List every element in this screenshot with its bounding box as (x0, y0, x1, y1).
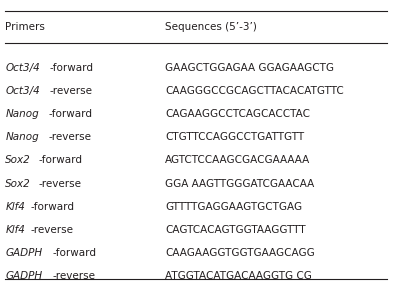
Text: CAAGGGCCGCAGCTTACACATGTTC: CAAGGGCCGCAGCTTACACATGTTC (165, 86, 344, 96)
Text: -forward: -forward (50, 62, 94, 73)
Text: Primers: Primers (5, 22, 45, 32)
Text: -forward: -forward (48, 109, 92, 119)
Text: AGTCTCCAAGCGACGAAAAA: AGTCTCCAAGCGACGAAAAA (165, 155, 310, 165)
Text: GADPH: GADPH (5, 248, 43, 258)
Text: Oct3/4: Oct3/4 (5, 62, 40, 73)
Text: -forward: -forward (38, 155, 82, 165)
Text: CAGAAGGCCTCAGCACCTAC: CAGAAGGCCTCAGCACCTAC (165, 109, 310, 119)
Text: -reverse: -reverse (31, 225, 74, 235)
Text: GAAGCTGGAGAA GGAGAAGCTG: GAAGCTGGAGAA GGAGAAGCTG (165, 62, 334, 73)
Text: CTGTTCCAGGCCTGATTGTT: CTGTTCCAGGCCTGATTGTT (165, 132, 304, 142)
Text: GTTTTGAGGAAGTGCTGAG: GTTTTGAGGAAGTGCTGAG (165, 202, 302, 212)
Text: Sox2: Sox2 (5, 155, 31, 165)
Text: CAAGAAGGTGGTGAAGCAGG: CAAGAAGGTGGTGAAGCAGG (165, 248, 315, 258)
Text: ATGGTACATGACAAGGTG CG: ATGGTACATGACAAGGTG CG (165, 271, 312, 281)
Text: -reverse: -reverse (38, 178, 81, 189)
Text: -reverse: -reverse (50, 86, 93, 96)
Text: Klf4: Klf4 (5, 225, 25, 235)
Text: -forward: -forward (53, 248, 97, 258)
Text: -reverse: -reverse (48, 132, 91, 142)
Text: Klf4: Klf4 (5, 202, 25, 212)
Text: Sox2: Sox2 (5, 178, 31, 189)
Text: CAGTCACAGTGGTAAGGTTT: CAGTCACAGTGGTAAGGTTT (165, 225, 306, 235)
Text: GGA AAGTTGGGATCGAACAA: GGA AAGTTGGGATCGAACAA (165, 178, 314, 189)
Text: Oct3/4: Oct3/4 (5, 86, 40, 96)
Text: -reverse: -reverse (53, 271, 96, 281)
Text: Nanog: Nanog (5, 109, 39, 119)
Text: Nanog: Nanog (5, 132, 39, 142)
Text: -forward: -forward (31, 202, 74, 212)
Text: Sequences (5’-3’): Sequences (5’-3’) (165, 22, 257, 32)
Text: GADPH: GADPH (5, 271, 43, 281)
